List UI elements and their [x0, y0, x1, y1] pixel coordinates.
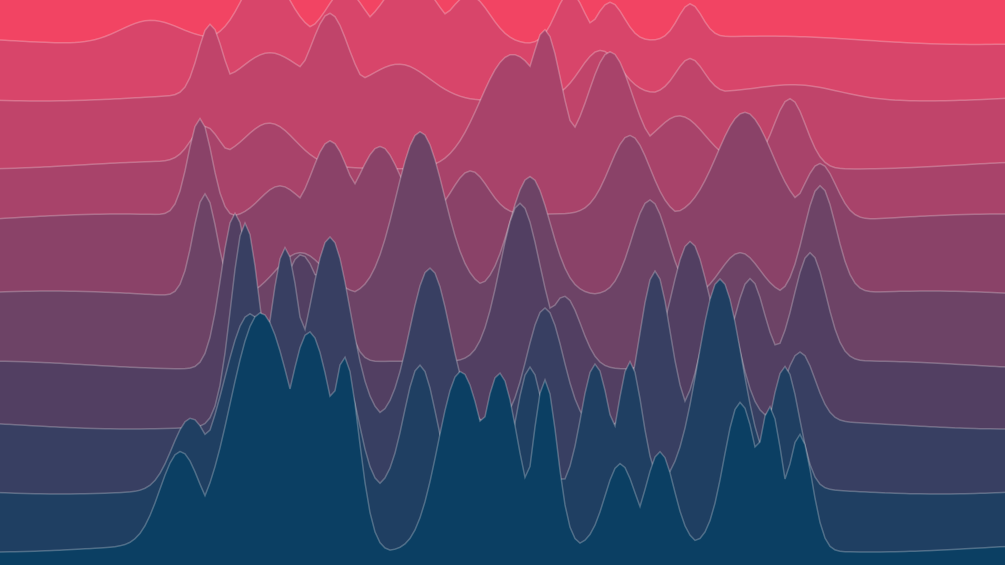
wave-layer: [0, 312, 1005, 565]
wave-ridge-line: [0, 130, 1005, 297]
wave-ridge-line: [0, 28, 1005, 170]
wave-ridge-line: [0, 202, 1005, 370]
wave-ridge-line: [0, 111, 1005, 220]
wave-ridge-line: [0, 312, 1005, 553]
wave-ridge-line: [0, 0, 1005, 46]
